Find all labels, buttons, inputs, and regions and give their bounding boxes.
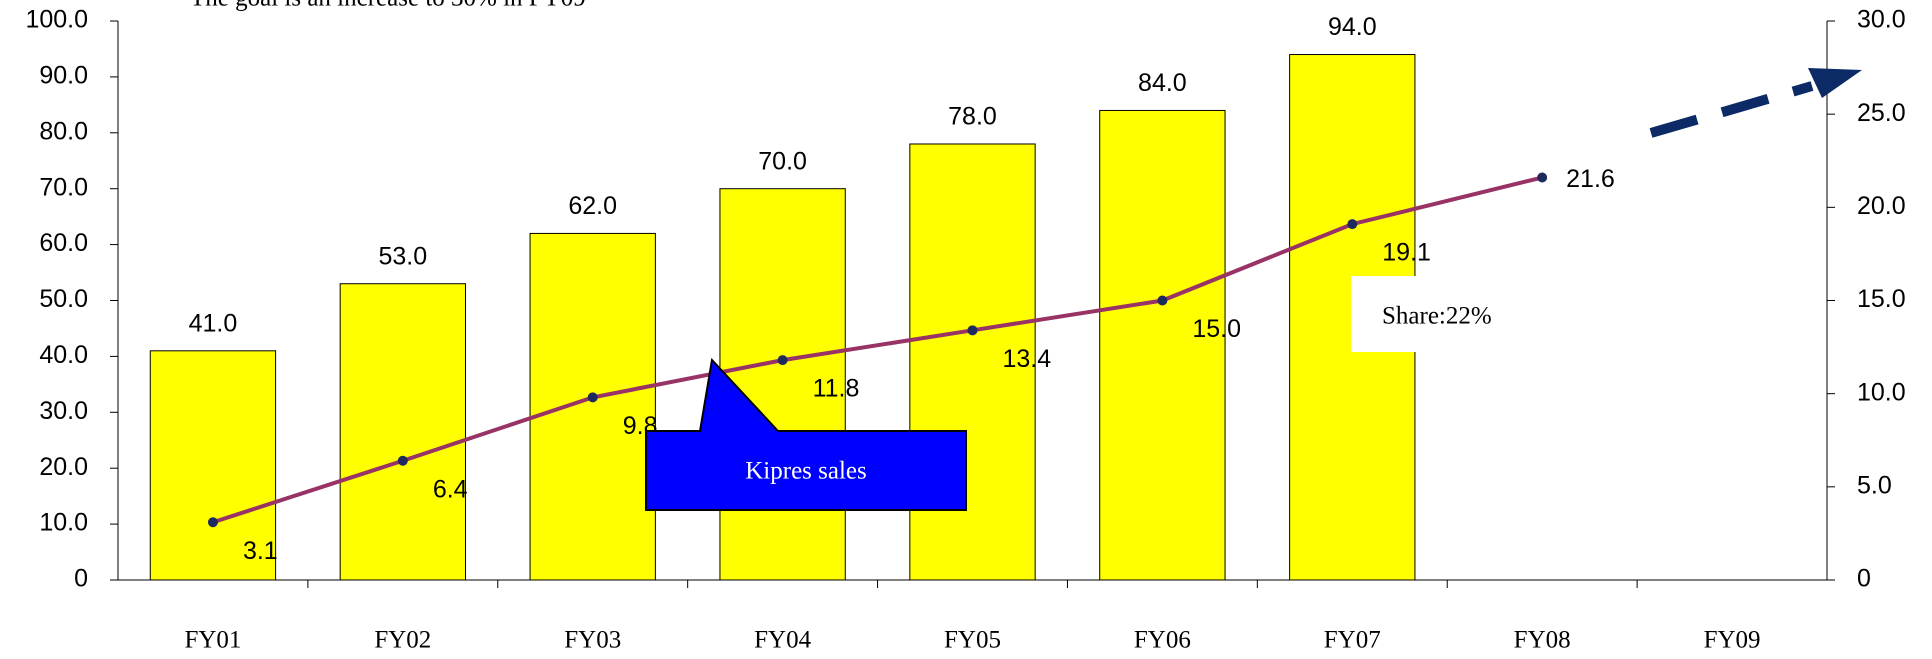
y-tick-label: 40.0 xyxy=(39,341,88,369)
y-tick-label: 20.0 xyxy=(39,453,88,481)
x-tick-label: FY09 xyxy=(1704,627,1761,654)
line-point xyxy=(777,355,788,366)
callout-label: Kipres sales xyxy=(745,458,867,485)
y2-tick-label: 15.0 xyxy=(1857,285,1906,313)
bar-label: 62.0 xyxy=(568,192,617,220)
bar-label: 41.0 xyxy=(189,309,238,337)
arrow-head xyxy=(1808,68,1862,98)
y-tick-label: 100.0 xyxy=(25,6,88,34)
y-tick-label: 90.0 xyxy=(39,62,88,90)
y2-tick-label: 0 xyxy=(1857,565,1871,593)
line-label: 13.4 xyxy=(1003,345,1052,373)
bar-label: 70.0 xyxy=(758,147,807,175)
x-tick-label: FY05 xyxy=(944,627,1001,654)
y2-tick-label: 30.0 xyxy=(1857,6,1906,34)
trend-arrow xyxy=(1649,81,1814,138)
y-tick-label: 0 xyxy=(74,565,88,593)
line-point xyxy=(587,392,598,403)
share-box xyxy=(1351,276,1441,352)
callout xyxy=(645,357,967,511)
line-label: 6.4 xyxy=(433,475,468,503)
bar xyxy=(529,232,656,581)
bar xyxy=(719,188,846,581)
x-tick-label: FY01 xyxy=(184,627,241,654)
line-point xyxy=(397,455,408,466)
x-tick-label: FY04 xyxy=(754,627,811,654)
line-point xyxy=(207,517,218,528)
x-tick-label: FY02 xyxy=(374,627,431,654)
bar xyxy=(149,350,277,581)
line-point xyxy=(1157,295,1168,306)
y2-tick-label: 10.0 xyxy=(1857,378,1906,406)
chart-title: The goal is an increase to 30% in FY09 xyxy=(190,0,586,12)
y-tick-label: 70.0 xyxy=(39,173,88,201)
line xyxy=(212,175,1543,525)
x-tick-label: FY06 xyxy=(1134,627,1191,654)
share-label: Share:22% xyxy=(1382,303,1492,330)
line-point xyxy=(967,325,978,336)
bar xyxy=(1099,109,1226,581)
bar xyxy=(339,283,466,581)
y-tick-label: 80.0 xyxy=(39,117,88,145)
bar-label: 78.0 xyxy=(948,103,997,131)
y-tick-label: 50.0 xyxy=(39,285,88,313)
bar-label: 84.0 xyxy=(1138,69,1187,97)
line-label: 3.1 xyxy=(243,537,278,565)
x-tick-label: FY08 xyxy=(1514,627,1571,654)
x-tick-label: FY07 xyxy=(1324,627,1381,654)
y-tick-label: 60.0 xyxy=(39,229,88,257)
line-label: 21.6 xyxy=(1566,165,1615,193)
y2-tick-label: 25.0 xyxy=(1857,99,1906,127)
line-point xyxy=(1347,219,1358,230)
line-label: 11.8 xyxy=(813,375,860,403)
line-label: 15.0 xyxy=(1192,315,1241,343)
line-label: 19.1 xyxy=(1382,239,1431,267)
bar-label: 53.0 xyxy=(378,242,427,270)
bar-label: 94.0 xyxy=(1328,13,1377,41)
line-point xyxy=(1537,172,1548,183)
x-tick-label: FY03 xyxy=(564,627,621,654)
y2-tick-label: 5.0 xyxy=(1857,471,1892,499)
y-tick-label: 30.0 xyxy=(39,397,88,425)
y2-tick-label: 20.0 xyxy=(1857,192,1906,220)
y-tick-label: 10.0 xyxy=(39,509,88,537)
